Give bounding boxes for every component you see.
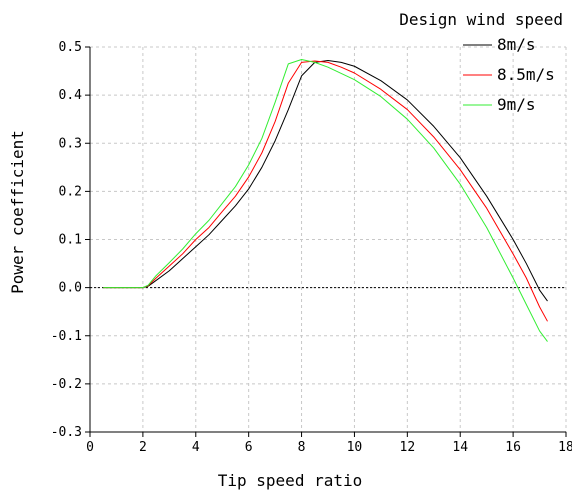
- y-tick-label: 0.2: [59, 184, 82, 199]
- y-axis-title: Power coefficient: [8, 130, 27, 294]
- legend: Design wind speed 8m/s 8.5m/s 9m/s: [399, 10, 563, 114]
- grid: [90, 46, 567, 432]
- legend-title: Design wind speed: [399, 10, 563, 29]
- series-lines: [103, 59, 548, 342]
- x-tick-label: 16: [505, 440, 521, 455]
- legend-label: 8m/s: [497, 35, 536, 54]
- x-tick-label: 10: [347, 440, 363, 455]
- x-tick-label: 0: [86, 440, 94, 455]
- y-tick-label: 0.4: [59, 88, 83, 103]
- series-line-9m-s: [103, 59, 548, 342]
- y-tick-label: 0.0: [59, 281, 82, 296]
- y-tick-label: 0.1: [59, 233, 82, 248]
- axes: [85, 46, 567, 437]
- x-tick-label: 12: [400, 440, 416, 455]
- y-tick-label: 0.3: [59, 136, 82, 151]
- series-line-8m-s: [103, 59, 548, 302]
- y-tick-label: -0.2: [51, 377, 82, 392]
- x-tick-label: 8: [298, 440, 306, 455]
- x-axis-title: Tip speed ratio: [218, 471, 363, 490]
- x-tick-label: 6: [245, 440, 253, 455]
- y-tick-label: 0.5: [59, 40, 82, 55]
- x-tick-label: 18: [558, 440, 572, 455]
- y-tick-label: -0.3: [51, 425, 82, 440]
- x-tick-label: 4: [192, 440, 200, 455]
- y-tick-label: -0.1: [51, 329, 82, 344]
- legend-label: 9m/s: [497, 95, 536, 114]
- x-tick-labels: 0 2 4 6 8 10 12 14 16 18: [86, 440, 572, 455]
- series-line-8-5m-s: [103, 60, 548, 322]
- legend-label: 8.5m/s: [497, 65, 555, 84]
- x-tick-label: 14: [452, 440, 468, 455]
- y-tick-labels: -0.3 -0.2 -0.1 0.0 0.1 0.2 0.3 0.4 0.5: [51, 40, 82, 440]
- x-tick-label: 2: [139, 440, 147, 455]
